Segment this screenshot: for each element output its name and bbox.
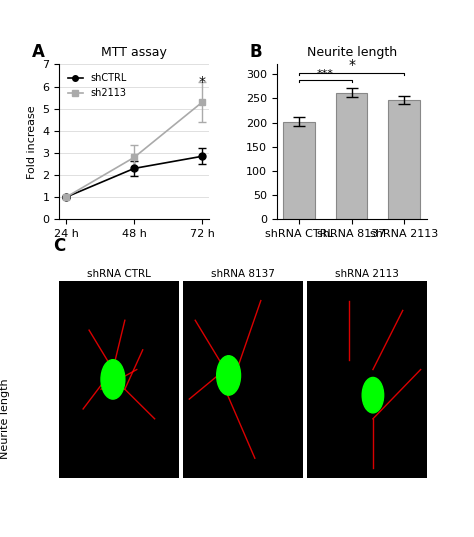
Title: MTT assay: MTT assay [101, 46, 167, 59]
Title: Neurite length: Neurite length [307, 46, 397, 59]
Legend: shCTRL, sh2113: shCTRL, sh2113 [64, 69, 131, 102]
Title: shRNA 2113: shRNA 2113 [335, 268, 399, 279]
Text: A: A [32, 43, 45, 61]
Circle shape [362, 378, 383, 413]
Bar [388, 100, 420, 219]
Text: *: * [199, 75, 206, 89]
Text: B: B [250, 43, 262, 61]
Title: shRNA CTRL: shRNA CTRL [87, 268, 151, 279]
Text: *: * [348, 58, 355, 72]
Text: Neurite length: Neurite length [0, 379, 10, 459]
Text: C: C [53, 237, 65, 255]
Title: shRNA 8137: shRNA 8137 [211, 268, 275, 279]
Circle shape [101, 360, 125, 399]
Text: ***: *** [317, 69, 334, 79]
Bar [336, 92, 367, 219]
Circle shape [217, 355, 240, 395]
Bar [283, 121, 315, 219]
Y-axis label: Fold increase: Fold increase [27, 105, 37, 179]
